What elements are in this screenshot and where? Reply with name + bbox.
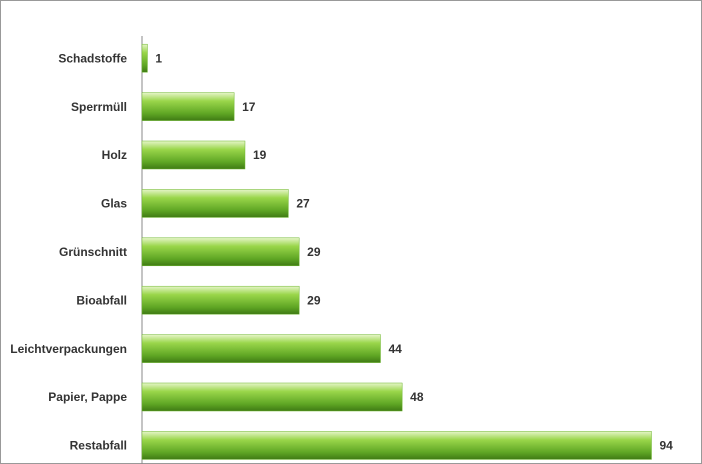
category-label: Holz	[102, 148, 127, 162]
bar	[141, 382, 403, 412]
value-label: 29	[307, 245, 321, 259]
value-label: 48	[410, 390, 424, 404]
bar	[141, 431, 652, 460]
value-label: 17	[242, 100, 256, 114]
value-label: 19	[253, 148, 267, 162]
bar	[141, 92, 235, 121]
value-label: 94	[659, 439, 673, 453]
bar	[141, 237, 300, 267]
bar	[141, 285, 300, 315]
category-label: Leichtverpackungen	[10, 342, 127, 356]
bar	[141, 334, 381, 363]
bar	[141, 140, 246, 170]
value-label: 27	[296, 197, 310, 211]
bar	[141, 43, 148, 73]
category-label: Sperrmüll	[71, 100, 127, 114]
value-label: 29	[307, 293, 321, 307]
category-label: Grünschnitt	[59, 245, 127, 259]
value-label: 1	[155, 51, 162, 65]
category-label: Schadstoffe	[58, 51, 127, 65]
category-label: Glas	[101, 197, 127, 211]
bar	[141, 189, 289, 218]
plot: Schadstoffe 1 Sperrmüll 17 Holz 19 Glas 27 Grüns…	[10, 43, 673, 460]
category-label: Papier, Pappe	[48, 390, 127, 404]
value-label: 44	[388, 342, 402, 356]
category-label: Bioabfall	[76, 293, 127, 307]
category-label: Restabfall	[70, 439, 127, 453]
